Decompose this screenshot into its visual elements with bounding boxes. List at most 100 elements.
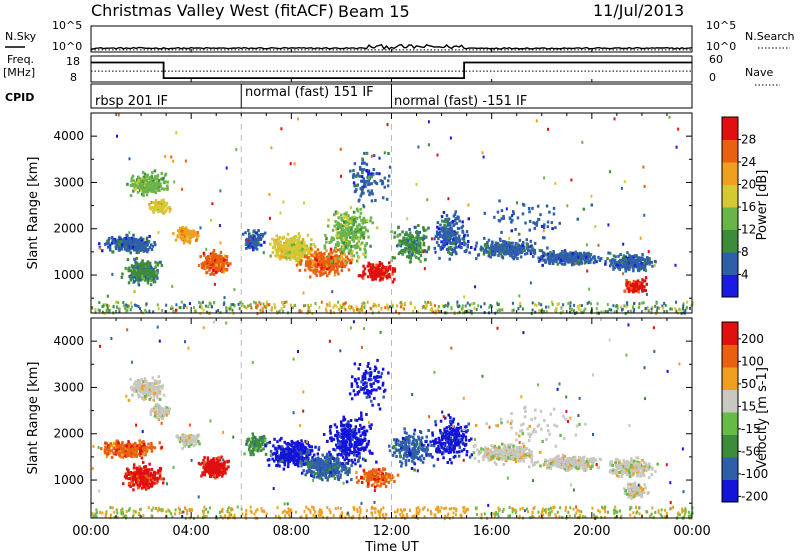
data-cell [217, 257, 221, 261]
data-cell [261, 232, 264, 236]
data-cell [128, 242, 132, 246]
data-cell [328, 304, 331, 308]
data-cell [146, 250, 149, 254]
data-cell [371, 513, 374, 517]
data-cell [153, 280, 157, 284]
data-cell [309, 259, 312, 263]
data-cell [159, 177, 163, 181]
data-cell [305, 505, 308, 509]
data-cell [443, 223, 446, 227]
data-cell [356, 236, 359, 240]
data-cell [206, 256, 209, 260]
data-cell [125, 510, 128, 513]
data-cell [360, 307, 362, 311]
data-cell [445, 214, 449, 217]
data-cell [424, 235, 427, 239]
data-cell [153, 186, 156, 190]
data-cell [446, 220, 450, 224]
data-cell [397, 225, 400, 229]
data-cell [529, 249, 532, 253]
data-cell [446, 238, 449, 242]
data-cell [510, 250, 513, 254]
data-cell [442, 241, 445, 245]
data-cell [672, 505, 674, 509]
data-cell [585, 255, 588, 259]
data-cell [651, 305, 654, 309]
data-cell [356, 259, 359, 263]
data-cell [303, 509, 306, 513]
data-cell [355, 184, 358, 188]
data-cell [366, 179, 369, 183]
data-cell [164, 204, 167, 208]
data-cell [446, 223, 450, 227]
data-cell [619, 509, 621, 513]
data-cell [133, 272, 136, 275]
data-cell [135, 304, 138, 308]
data-cell [624, 258, 628, 262]
data-cell [353, 216, 357, 220]
data-cell [567, 301, 570, 305]
data-cell [225, 268, 228, 271]
data-cell [133, 303, 136, 307]
data-cell [321, 272, 324, 276]
data-cell [372, 268, 375, 272]
data-cell [460, 307, 463, 311]
data-cell [127, 508, 130, 512]
data-cell [507, 241, 510, 245]
data-cell [304, 304, 307, 307]
data-cell [256, 233, 259, 237]
data-cell [337, 265, 340, 269]
data-cell [513, 253, 517, 257]
data-cell [346, 218, 350, 221]
data-cell [222, 263, 225, 267]
data-cell [459, 242, 462, 246]
data-cell [535, 119, 538, 123]
data-cell [160, 207, 163, 211]
data-cell [417, 246, 420, 250]
data-cell [259, 233, 263, 237]
data-cell [531, 301, 534, 305]
data-cell [364, 255, 367, 259]
data-cell [193, 306, 195, 310]
data-cell [232, 303, 235, 307]
data-cell [542, 229, 545, 233]
data-cell [604, 510, 607, 514]
data-cell [162, 202, 165, 206]
data-cell [430, 303, 433, 306]
data-cell [600, 515, 603, 519]
data-cell [549, 251, 552, 255]
data-cell [111, 236, 114, 239]
data-cell [144, 242, 148, 246]
data-cell [412, 309, 415, 313]
data-cell [353, 244, 357, 248]
data-cell [633, 284, 636, 288]
data-cell [519, 244, 523, 248]
data-cell [463, 243, 466, 247]
data-cell [191, 508, 193, 512]
data-cell [408, 228, 411, 231]
data-cell [281, 251, 284, 255]
data-cell [108, 236, 111, 240]
data-cell [500, 230, 503, 234]
data-cell [197, 263, 200, 267]
data-cell [461, 230, 465, 234]
data-cell [349, 169, 352, 173]
data-cell [121, 507, 124, 511]
data-cell [340, 269, 344, 272]
data-cell [516, 257, 519, 260]
data-cell [178, 508, 181, 512]
data-cell [511, 309, 514, 313]
data-cell [321, 258, 324, 262]
data-cell [94, 512, 97, 516]
data-cell [166, 187, 169, 191]
data-cell [386, 303, 389, 307]
data-cell [139, 270, 142, 274]
data-cell [600, 257, 603, 261]
data-cell [632, 269, 635, 273]
data-cell [226, 307, 229, 311]
data-cell [142, 170, 145, 174]
data-cell [629, 256, 633, 260]
data-cell [150, 201, 153, 204]
data-cell [415, 255, 418, 259]
data-cell [105, 309, 108, 313]
